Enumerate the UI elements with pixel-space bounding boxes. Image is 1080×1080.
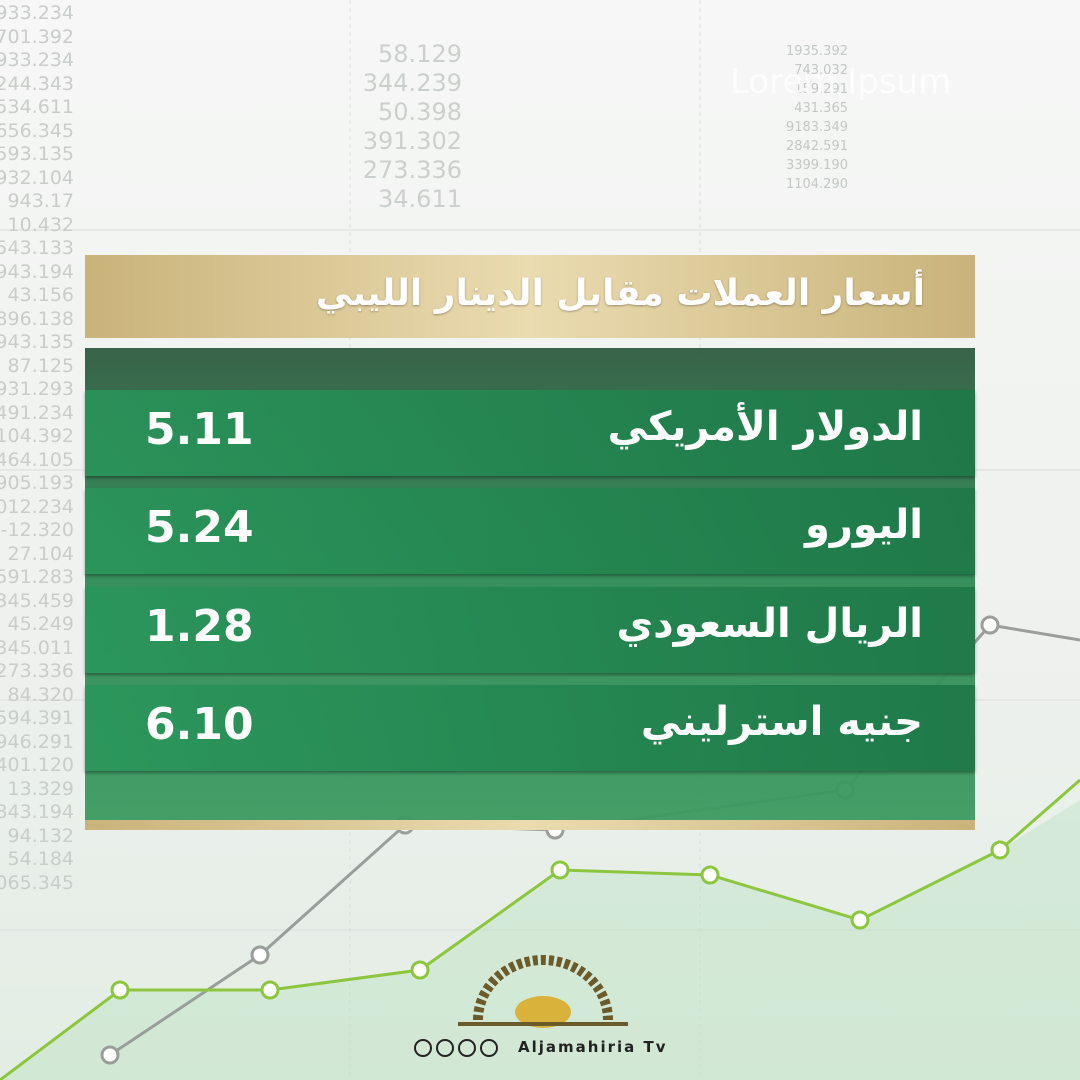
background-number: 656.345 — [0, 119, 74, 142]
background-number: 931.293 — [0, 378, 74, 400]
background-number: 591.283 — [0, 566, 74, 588]
background-number: 104.392 — [0, 425, 74, 447]
rate-value: 6.10 — [145, 699, 254, 750]
background-number: 431.365 — [794, 101, 848, 116]
logo — [458, 955, 628, 1028]
background-number: 594.391 — [0, 707, 74, 729]
rate-value: 5.24 — [145, 502, 254, 553]
table-row: الريال السعودي 1.28 — [85, 587, 975, 673]
background-number: 45.249 — [7, 613, 74, 635]
social-icons — [414, 1039, 498, 1057]
background-number: 943.135 — [0, 331, 74, 353]
background-number: 012.234 — [0, 495, 74, 518]
background-number: 34.611 — [378, 185, 462, 213]
background-number: 946.291 — [0, 730, 74, 753]
background-number: 3399.190 — [785, 158, 848, 173]
background-number: 273.336 — [0, 660, 74, 682]
background-number: 896.138 — [0, 307, 74, 330]
background-number: 58.129 — [378, 40, 462, 68]
background-number: 94.132 — [7, 824, 74, 847]
background-number: 464.105 — [0, 448, 74, 471]
rate-value: 1.28 — [145, 601, 254, 652]
table-row: جنيه استرليني 6.10 — [85, 685, 975, 771]
background-numbers: 58.129 344.239 50.398 391.302 273.336 34.611 — [340, 40, 462, 214]
background-number: 2842.591 — [785, 139, 848, 154]
brand: Aljamahiria Tv — [518, 1038, 668, 1056]
background-number: 933.234 — [0, 49, 74, 71]
table-row: اليورو 5.24 — [85, 488, 975, 574]
background-number: 943.17 — [7, 190, 74, 212]
currency-name: اليورو — [804, 502, 923, 548]
background-number: 13.329 — [7, 777, 74, 800]
background-number: 345.011 — [0, 636, 74, 659]
background-number: 10.432 — [7, 213, 74, 236]
background-number: 491.234 — [0, 401, 74, 424]
background-number: -12.320 — [0, 519, 74, 541]
background-number: 843.194 — [0, 801, 74, 823]
background-number: 159.291 — [794, 82, 848, 97]
background-number: 932.104 — [0, 166, 74, 189]
background-number: 273.336 — [362, 156, 462, 184]
currency-name: الريال السعودي — [616, 601, 923, 647]
title-bar: أسعار العملات مقابل الدينار الليبي — [85, 255, 975, 338]
background-number: 933.234 — [0, 2, 74, 24]
background-number: 743.032 — [794, 63, 848, 78]
background-number: 534.611 — [0, 96, 74, 118]
background-number: 50.398 — [378, 98, 462, 126]
background-numbers: 933.234 701.392 933.234 244.343 534.611 656.3… — [0, 2, 74, 895]
background-number: 701.392 — [0, 25, 74, 48]
background-number: 543.133 — [0, 237, 74, 259]
background-number: 54.184 — [7, 848, 74, 870]
background-number: 1104.290 — [785, 177, 848, 192]
watermark: Lorem Ipsum — [730, 62, 952, 102]
background-number: 943.194 — [0, 260, 74, 283]
background-numbers: 1935.392 743.032 159.291 431.365 9183.349 284… — [760, 42, 848, 194]
title: أسعار العملات مقابل الدينار الليبي — [315, 273, 925, 314]
background-number: 065.345 — [0, 871, 74, 894]
background-number: 593.135 — [0, 143, 74, 165]
background-number: 344.239 — [362, 69, 462, 97]
background-number: 87.125 — [7, 354, 74, 377]
background-number: 401.120 — [0, 754, 74, 776]
rate-value: 5.11 — [145, 404, 254, 455]
currency-name: جنيه استرليني — [640, 699, 923, 745]
background-number: 27.104 — [7, 542, 74, 565]
background-number: 84.320 — [7, 683, 74, 706]
background-number: 43.156 — [7, 284, 74, 306]
currency-name: الدولار الأمريكي — [607, 404, 923, 450]
background-number: 9183.349 — [785, 120, 848, 135]
gold-rule — [85, 820, 975, 830]
table-row: الدولار الأمريكي 5.11 — [85, 390, 975, 476]
background-number: 905.193 — [0, 472, 74, 494]
background-number: 345.459 — [0, 589, 74, 612]
background-number: 391.302 — [362, 127, 462, 155]
background-number: 1935.392 — [785, 44, 848, 59]
background-number: 244.343 — [0, 72, 74, 95]
